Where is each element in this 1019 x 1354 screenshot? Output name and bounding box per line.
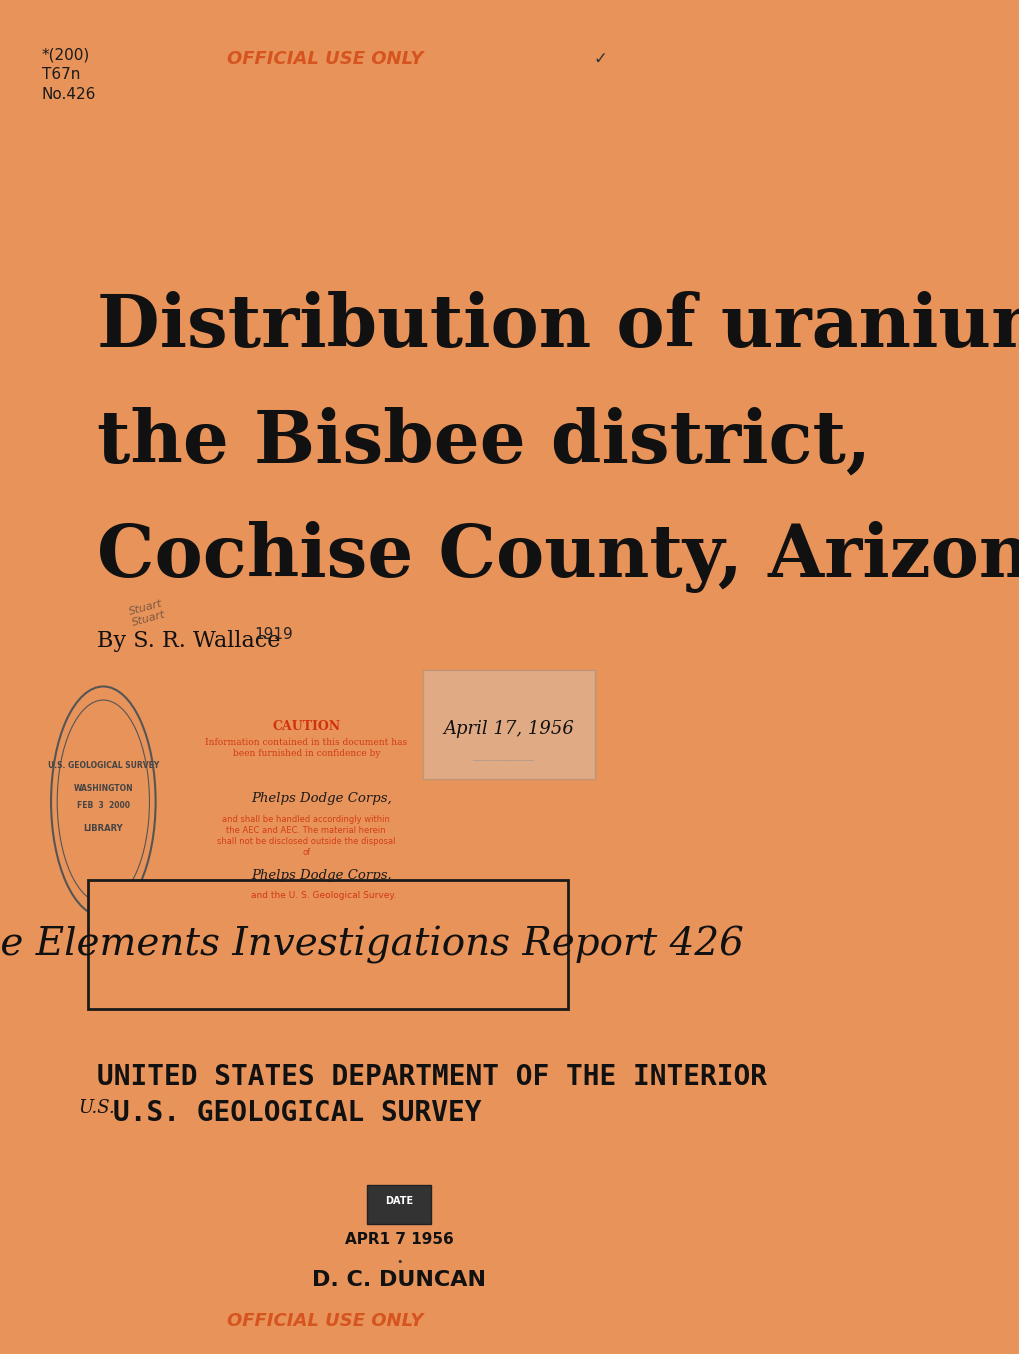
Text: Information contained in this document has
been furnished in confidence by: Information contained in this document h… — [205, 738, 407, 769]
Text: and shall be handled accordingly within
the AEC and AEC. The material herein
sha: and shall be handled accordingly within … — [217, 815, 395, 857]
Text: CAUTION: CAUTION — [272, 720, 340, 734]
Text: April 17, 1956: April 17, 1956 — [443, 720, 574, 738]
Text: ___________: ___________ — [472, 751, 534, 761]
Text: Phelps Dodge Corps,: Phelps Dodge Corps, — [251, 792, 391, 806]
Text: 1919: 1919 — [254, 627, 292, 642]
Text: U.S. GEOLOGICAL SURVEY: U.S. GEOLOGICAL SURVEY — [112, 1099, 481, 1128]
FancyBboxPatch shape — [423, 670, 595, 779]
Text: *(200)
T67n
No.426: *(200) T67n No.426 — [42, 47, 96, 102]
Text: ✓: ✓ — [593, 50, 607, 68]
Text: FEB  3  2000: FEB 3 2000 — [76, 802, 129, 810]
Text: Phelps Dodge Corps.: Phelps Dodge Corps. — [251, 869, 391, 883]
Text: OFFICIAL USE ONLY: OFFICIAL USE ONLY — [226, 1312, 423, 1330]
Text: WASHINGTON: WASHINGTON — [73, 784, 133, 792]
Text: the Bisbee district,: the Bisbee district, — [97, 406, 870, 477]
Text: DATE: DATE — [385, 1196, 413, 1206]
FancyBboxPatch shape — [88, 880, 568, 1009]
Text: and the U. S. Geological Survey.: and the U. S. Geological Survey. — [251, 891, 396, 900]
Text: By S. R. Wallace: By S. R. Wallace — [97, 630, 280, 651]
Text: Stuart
Stuart: Stuart Stuart — [127, 598, 166, 628]
Text: U.S. GEOLOGICAL SURVEY: U.S. GEOLOGICAL SURVEY — [48, 761, 159, 769]
FancyBboxPatch shape — [366, 1185, 430, 1224]
Text: U.S.: U.S. — [78, 1099, 115, 1117]
Text: Distribution of uranium in: Distribution of uranium in — [97, 291, 1019, 362]
Text: Cochise County, Arizona: Cochise County, Arizona — [97, 521, 1019, 593]
Text: •: • — [395, 1257, 403, 1266]
Text: UNITED STATES DEPARTMENT OF THE INTERIOR: UNITED STATES DEPARTMENT OF THE INTERIOR — [97, 1063, 766, 1091]
Text: Trace Elements Investigations Report 426: Trace Elements Investigations Report 426 — [0, 926, 744, 964]
Text: D. C. DUNCAN: D. C. DUNCAN — [312, 1270, 486, 1290]
Text: LIBRARY: LIBRARY — [84, 825, 123, 833]
Text: OFFICIAL USE ONLY: OFFICIAL USE ONLY — [226, 50, 423, 68]
Text: APR1 7 1956: APR1 7 1956 — [344, 1232, 453, 1247]
